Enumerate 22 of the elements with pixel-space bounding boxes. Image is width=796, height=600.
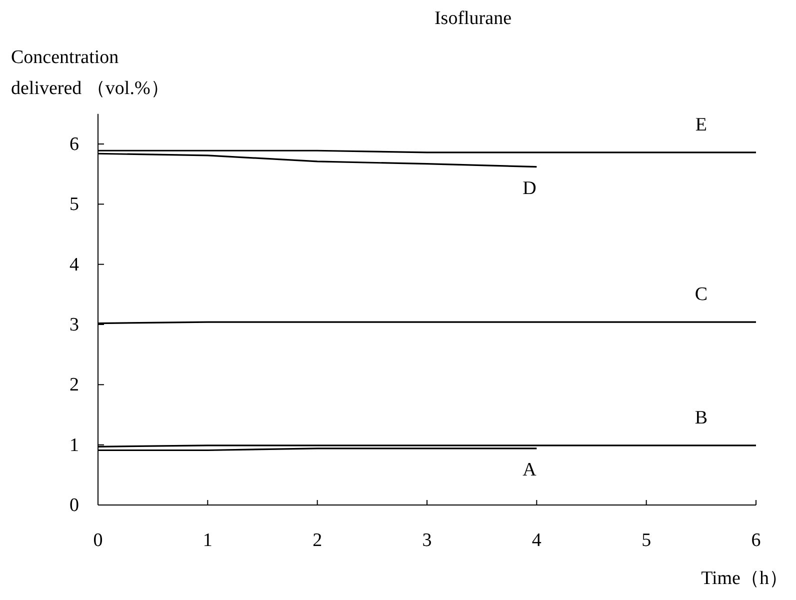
x-tick-label: 0 <box>93 530 103 551</box>
y-tick-label: 5 <box>70 194 79 216</box>
y-tick-label: 2 <box>70 374 79 396</box>
x-tick-label: 2 <box>312 530 322 551</box>
series-label: A <box>522 459 537 480</box>
y-axis-title: Concentration delivered （vol.%） <box>11 47 170 99</box>
y-tick-label: 1 <box>70 434 79 456</box>
x-tick-label: 6 <box>751 530 761 551</box>
y-tick-label: 0 <box>70 495 79 516</box>
y-tick-label: 3 <box>70 314 79 336</box>
series-label: C <box>694 284 708 306</box>
x-tick-label: 3 <box>422 530 432 551</box>
x-tick-label: 5 <box>642 530 652 551</box>
series-label: E <box>695 114 707 136</box>
y-tick-label: 6 <box>70 134 79 155</box>
chart-title: Isoflurane <box>434 8 512 29</box>
x-tick-label: 4 <box>532 530 542 551</box>
series-label: B <box>694 407 708 428</box>
y-tick-label: 4 <box>70 254 80 276</box>
series-label: D <box>522 178 536 199</box>
x-tick-label: 1 <box>202 530 212 551</box>
x-axis-title: Time（h） <box>701 568 788 589</box>
